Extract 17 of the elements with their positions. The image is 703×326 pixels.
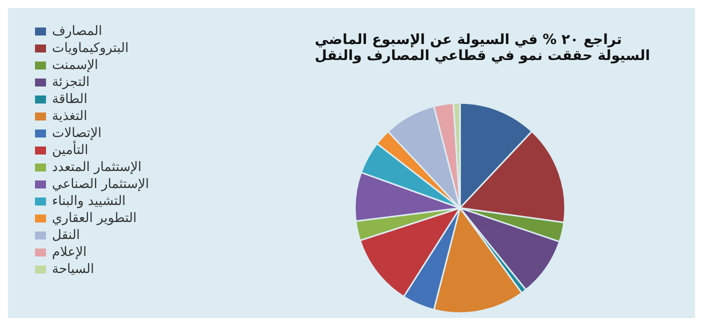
legend-label: التشييد والبناء (52, 194, 126, 209)
legend-label: الإعلام (52, 245, 87, 260)
legend-label: المصارف (52, 24, 102, 39)
legend-label: التطوير العقاري (52, 211, 137, 226)
legend-label: الإستثمار الصناعي (52, 177, 149, 192)
legend-label: الإستثمار المتعدد (52, 160, 142, 175)
legend-label: الطاقة (52, 92, 88, 107)
text: السيولة حققت نمو في قطاعي المصارف والنقل (314, 48, 650, 64)
legend-label: السياحة (52, 262, 94, 277)
legend-label: البتروكيماويات (52, 41, 129, 56)
legend-label: التأمين (52, 140, 88, 158)
legend-label: الإتصالات (52, 126, 102, 141)
legend-label: التجزئة (52, 75, 90, 90)
text: تراجع ٢٠ % في السيولة عن الإسبوع الماضي (314, 32, 622, 48)
legend-label: التغذية (52, 109, 88, 124)
legend-label: النقل (52, 228, 80, 243)
legend-label: الإسمنت (52, 58, 98, 73)
